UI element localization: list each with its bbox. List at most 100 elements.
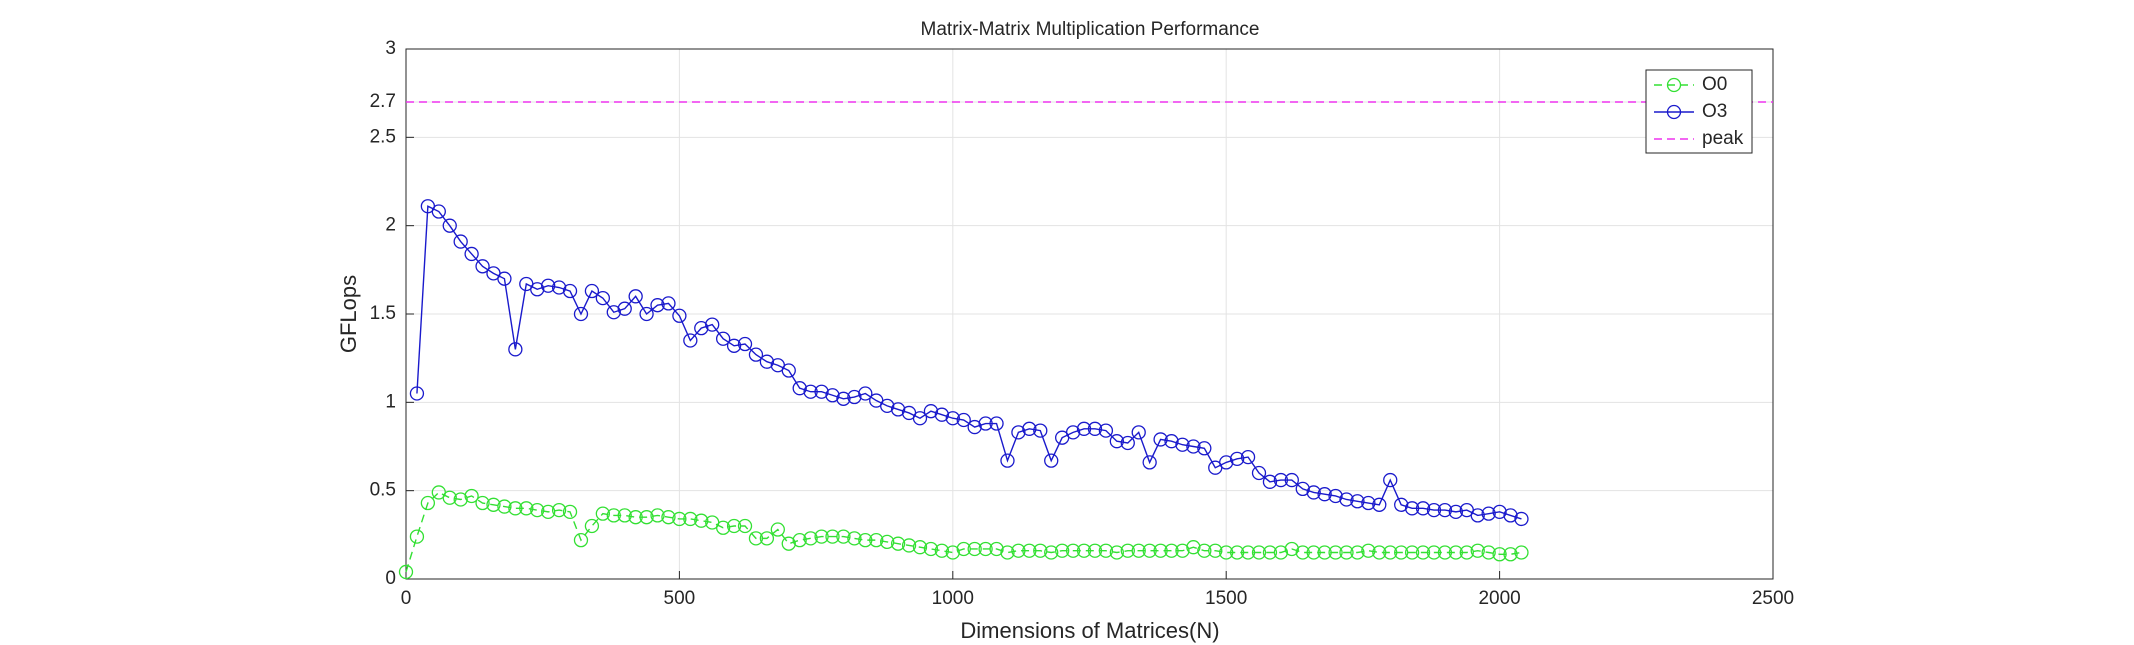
data-point [880, 534, 895, 550]
data-point [584, 283, 600, 299]
data-point [1328, 545, 1343, 560]
data-point [672, 308, 687, 323]
legend-label: peak [1702, 128, 1744, 149]
data-point [1251, 545, 1267, 560]
data-point [1262, 545, 1278, 560]
data-point [1229, 451, 1245, 467]
data-point [1404, 501, 1420, 516]
data-point [945, 545, 960, 560]
data-point [1131, 425, 1146, 440]
data-point [1481, 545, 1496, 560]
data-point [814, 529, 829, 544]
data-point [1033, 423, 1048, 438]
data-point [1033, 543, 1048, 558]
data-point [1284, 541, 1299, 557]
data-point [1120, 543, 1135, 558]
data-point [912, 411, 928, 426]
data-point [1394, 545, 1409, 560]
data-point [1415, 545, 1431, 560]
data-point [1415, 501, 1431, 516]
data-point [1273, 472, 1289, 488]
data-point [1328, 488, 1343, 504]
y-tick-label: 3 [385, 38, 396, 59]
data-point [1219, 455, 1234, 470]
data-point [967, 541, 982, 557]
data-point [1273, 545, 1289, 560]
data-point [803, 531, 818, 546]
data-point [606, 305, 621, 320]
data-point [923, 404, 939, 419]
data-point [967, 419, 982, 435]
data-point [1055, 543, 1070, 558]
data-point [1120, 435, 1135, 451]
plot-frame [405, 48, 1774, 580]
data-point [1448, 504, 1464, 520]
x-tick-label: 2500 [1752, 588, 1794, 609]
data-point [1087, 543, 1103, 558]
data-point [1361, 543, 1376, 558]
data-point [814, 384, 829, 399]
y-tick-label: 0.5 [370, 480, 396, 501]
data-point [715, 331, 731, 346]
legend-label: O3 [1702, 101, 1727, 122]
data-point [825, 529, 840, 544]
data-point [1175, 543, 1190, 558]
data-point [672, 511, 687, 527]
legend-marker [1666, 77, 1682, 93]
x-tick-label: 0 [401, 588, 412, 609]
data-point [617, 508, 632, 523]
data-point [781, 536, 796, 551]
data-point [781, 363, 796, 378]
data-point [486, 497, 501, 512]
data-point [1295, 481, 1310, 497]
data-point [934, 543, 950, 558]
data-point [923, 541, 939, 557]
data-point [1306, 545, 1321, 560]
data-point [1317, 545, 1332, 560]
data-point [431, 204, 446, 219]
data-point [1065, 425, 1081, 440]
data-point [409, 529, 425, 544]
data-point [1251, 465, 1267, 481]
data-point [890, 536, 906, 551]
legend-label: O0 [1702, 74, 1727, 95]
data-point [1153, 543, 1168, 558]
data-point [694, 320, 709, 336]
data-point [1142, 543, 1157, 558]
data-point [562, 504, 578, 520]
data-point [1131, 543, 1146, 558]
data-point [1492, 547, 1507, 562]
x-axis-label: Dimensions of Matrices(N) [960, 618, 1219, 643]
data-point [1022, 421, 1037, 436]
data-point [1000, 545, 1015, 560]
series-line [405, 491, 1522, 573]
data-point [475, 495, 490, 511]
data-point [1164, 434, 1179, 449]
data-point [628, 289, 643, 304]
data-point [595, 506, 610, 521]
data-point [1350, 494, 1365, 509]
data-point [442, 218, 457, 233]
data-point [836, 391, 851, 406]
data-point [836, 529, 851, 544]
data-point [737, 336, 753, 352]
y-tick-label: 1.5 [370, 303, 396, 324]
data-point [1065, 543, 1081, 558]
data-point [1164, 543, 1179, 558]
data-point [530, 502, 545, 518]
data-point [1022, 543, 1037, 558]
data-point [803, 384, 818, 399]
data-point [1229, 545, 1245, 560]
data-point [1481, 506, 1496, 521]
data-point [661, 296, 676, 311]
data-point [1492, 504, 1507, 520]
data-point [475, 259, 490, 274]
data-point [1044, 545, 1059, 560]
data-point [748, 347, 764, 362]
data-point [1186, 540, 1201, 555]
data-point [1175, 437, 1190, 452]
data-point [1514, 545, 1529, 560]
data-point [650, 508, 665, 523]
data-point [573, 532, 589, 548]
data-point [1470, 508, 1485, 523]
